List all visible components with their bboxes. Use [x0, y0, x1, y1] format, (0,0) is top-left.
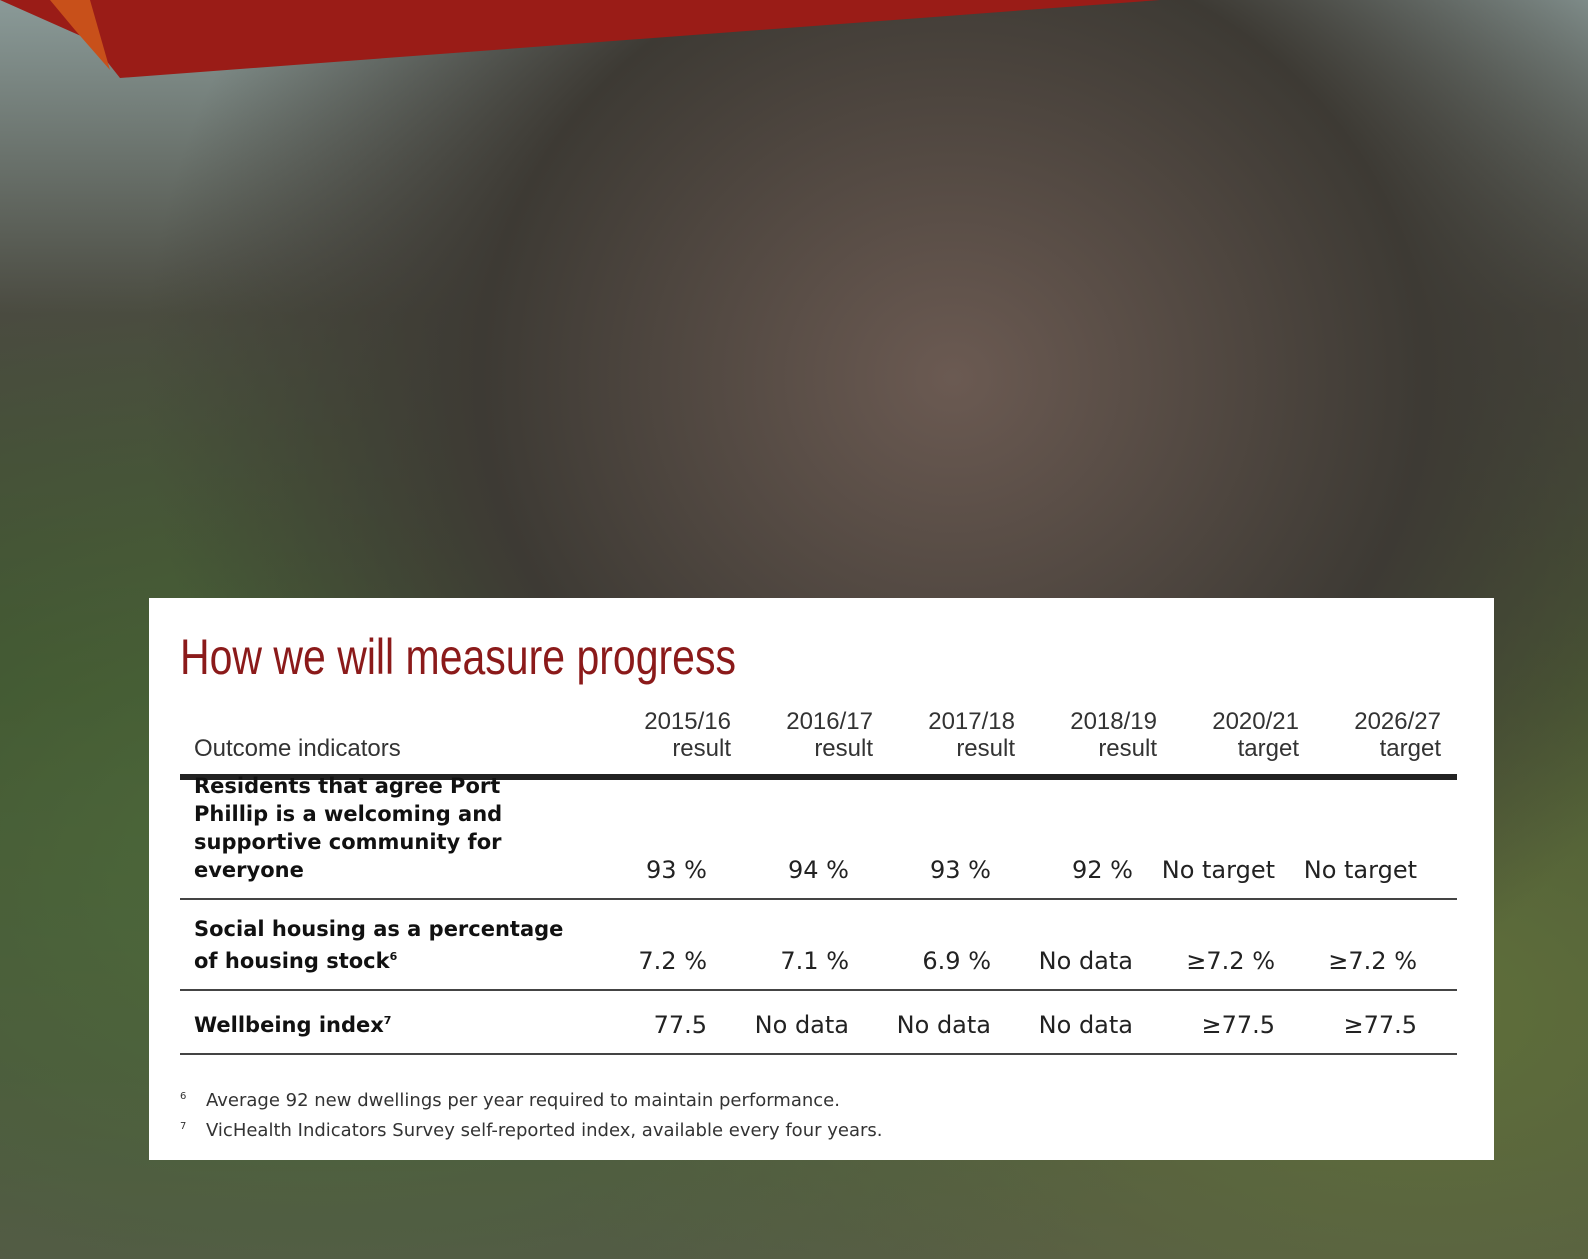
- row-label: Wellbeing index7: [180, 1007, 580, 1039]
- footnote: 6 Average 92 new dwellings per year requi…: [180, 1084, 883, 1114]
- cell-value: 7.2 %: [638, 947, 707, 975]
- footnote-ref: 7: [383, 1014, 392, 1027]
- cell-value: 77.5: [653, 1011, 707, 1039]
- cell-value: No data: [1038, 1011, 1133, 1039]
- header-cell: 2017/18 result: [888, 708, 1030, 762]
- cell-value: No target: [1161, 856, 1275, 884]
- header-line: 2026/27: [1354, 708, 1441, 735]
- cell-value: No data: [1038, 947, 1133, 975]
- footnote-text: VicHealth Indicators Survey self-reporte…: [206, 1120, 883, 1141]
- header-line: target: [1237, 735, 1299, 762]
- cell-value: 92 %: [1072, 856, 1133, 884]
- header-line: result: [814, 735, 873, 762]
- label-text: Residents that agree Port Phillip is a w…: [194, 774, 503, 882]
- header-cell: Outcome indicators: [180, 735, 604, 762]
- cell-value: 93 %: [646, 856, 707, 884]
- table-card: How we will measure progress Outcome ind…: [149, 598, 1494, 1160]
- header-line: 2015/16: [644, 708, 731, 735]
- cell-value: No data: [754, 1011, 849, 1039]
- cell-value: ≥77.5: [1201, 1011, 1275, 1039]
- header-line: 2020/21: [1212, 708, 1299, 735]
- footnotes: 6 Average 92 new dwellings per year requi…: [180, 1084, 883, 1144]
- cell-value: ≥7.2 %: [1328, 947, 1417, 975]
- header-line: 2017/18: [928, 708, 1015, 735]
- title: How we will measure progress: [180, 629, 736, 685]
- footnote-mark: 6: [180, 1091, 187, 1102]
- cell-value: 7.1 %: [780, 947, 849, 975]
- cell-value: ≥7.2 %: [1186, 947, 1275, 975]
- banner-shape: [0, 0, 1160, 78]
- table-row: Residents that agree Port Phillip is a w…: [180, 774, 1457, 900]
- footnote: 7 VicHealth Indicators Survey self-report…: [180, 1114, 883, 1144]
- cell-value: 93 %: [930, 856, 991, 884]
- header-line: result: [956, 735, 1015, 762]
- label-text: Social housing as a percentage of housin…: [194, 917, 564, 973]
- header-line: target: [1379, 735, 1441, 762]
- cell-value: ≥77.5: [1343, 1011, 1417, 1039]
- table: Outcome indicators 2015/16 result 2016/17 re…: [180, 708, 1457, 1055]
- cell-value: 6.9 %: [922, 947, 991, 975]
- header-line: Outcome indicators: [194, 735, 401, 762]
- cell-value: No data: [896, 1011, 991, 1039]
- header-cell: 2015/16 result: [604, 708, 746, 762]
- banner-accent: [50, 0, 110, 70]
- header-cell: 2016/17 result: [746, 708, 888, 762]
- footnote-text: Average 92 new dwellings per year requir…: [206, 1090, 840, 1111]
- cell-value: 94 %: [788, 856, 849, 884]
- header-line: result: [1098, 735, 1157, 762]
- row-label: Residents that agree Port Phillip is a w…: [180, 772, 580, 884]
- label-text: Wellbeing index: [194, 1013, 384, 1037]
- header-line: result: [672, 735, 731, 762]
- table-row: Wellbeing index7 77.5 No data No data No dat…: [180, 991, 1457, 1055]
- header-cell: 2020/21 target: [1172, 708, 1314, 762]
- cell-value: No target: [1303, 856, 1417, 884]
- header-line: 2016/17: [786, 708, 873, 735]
- footnote-ref: 6: [389, 950, 398, 963]
- header-row: Outcome indicators 2015/16 result 2016/17 re…: [180, 708, 1457, 780]
- row-label: Social housing as a percentage of housin…: [180, 915, 580, 975]
- banner: [0, 0, 1160, 78]
- table-row: Social housing as a percentage of housin…: [180, 900, 1457, 991]
- header-line: 2018/19: [1070, 708, 1157, 735]
- footnote-mark: 7: [180, 1121, 187, 1132]
- header-cell: 2026/27 target: [1314, 708, 1456, 762]
- header-cell: 2018/19 result: [1030, 708, 1172, 762]
